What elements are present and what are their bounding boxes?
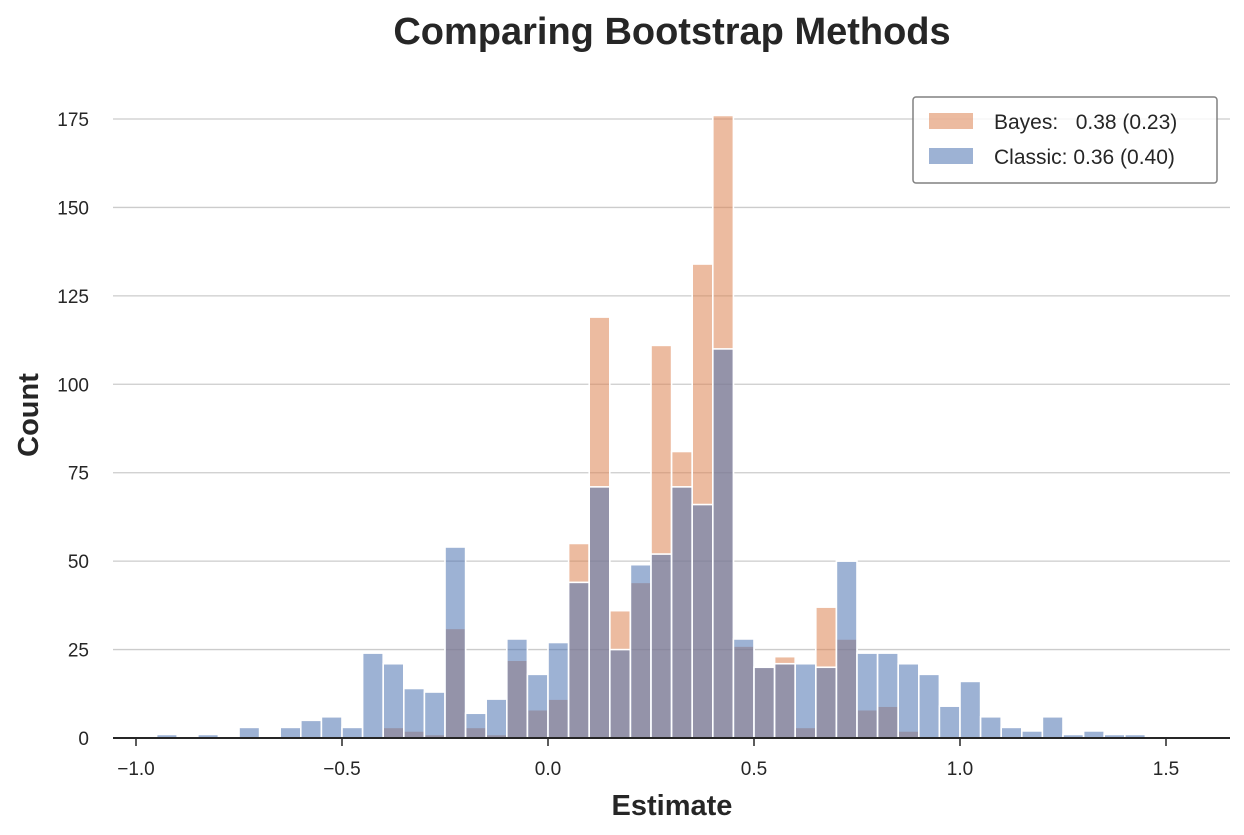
- bar-classic: [670, 486, 693, 739]
- bar-classic: [1020, 730, 1044, 739]
- bar-classic: [588, 486, 611, 739]
- x-tick-label: 0.5: [741, 759, 767, 780]
- bar-classic: [711, 348, 735, 739]
- bar-classic: [361, 652, 385, 739]
- legend: Bayes: 0.38 (0.23) Classic: 0.36 (0.40): [912, 96, 1218, 184]
- x-tick-label: 0.0: [535, 759, 561, 780]
- bar-classic: [1082, 730, 1105, 739]
- bar-classic: [402, 687, 426, 739]
- bar-classic: [341, 726, 364, 739]
- y-tick-label: 0: [78, 729, 89, 750]
- chart-title: Comparing Bootstrap Methods: [393, 11, 950, 53]
- bar-classic: [629, 563, 652, 739]
- x-tick-label: 1.5: [1153, 759, 1179, 780]
- bar-classic: [320, 715, 343, 739]
- bar-classic: [464, 712, 488, 739]
- bar-classic: [1041, 715, 1064, 739]
- bar-classic: [299, 719, 323, 739]
- legend-frame: [912, 96, 1218, 184]
- legend-label-classic: Classic: 0.36 (0.40): [994, 146, 1175, 169]
- x-tick-label: −0.5: [323, 759, 361, 780]
- y-tick-label: 150: [57, 198, 89, 219]
- bar-classic: [238, 726, 261, 739]
- y-axis-ticks: 0 25 50 75 100 125 150 175: [57, 110, 89, 750]
- y-tick-label: 25: [68, 641, 89, 662]
- bar-classic: [814, 666, 838, 739]
- bar-classic: [897, 662, 920, 739]
- y-tick-label: 75: [68, 464, 89, 485]
- x-tick-label: 1.0: [947, 759, 973, 780]
- bar-classic: [423, 691, 446, 739]
- bar-classic: [526, 673, 549, 739]
- bar-classic: [917, 673, 941, 739]
- legend-swatch-bayes: [929, 113, 973, 129]
- bar-classic: [856, 652, 879, 739]
- bar-classic: [876, 652, 899, 739]
- bar-classic: [505, 638, 529, 739]
- bar-classic: [444, 546, 467, 739]
- bar-classic: [382, 662, 405, 739]
- bar-classic: [959, 680, 982, 739]
- bar-classic: [835, 560, 858, 739]
- bar-classic: [732, 638, 755, 739]
- legend-swatch-classic: [929, 148, 973, 164]
- bar-classic: [753, 666, 776, 739]
- bar-classic: [794, 662, 817, 739]
- histogram-bars: [155, 114, 1147, 739]
- y-tick-label: 125: [57, 287, 89, 308]
- y-axis-label: Count: [13, 373, 45, 457]
- x-axis-ticks: −1.0 −0.5 0.0 0.5 1.0 1.5: [117, 738, 1179, 780]
- x-axis-label: Estimate: [612, 790, 733, 822]
- y-tick-label: 100: [57, 375, 89, 396]
- bar-classic: [938, 705, 961, 739]
- legend-label-bayes: Bayes: 0.38 (0.23): [994, 111, 1177, 134]
- bar-classic: [279, 726, 302, 739]
- bar-classic: [547, 641, 570, 739]
- bar-classic: [608, 648, 632, 739]
- x-tick-label: −1.0: [117, 759, 155, 780]
- bar-classic: [979, 715, 1002, 739]
- bar-classic: [691, 503, 714, 739]
- bar-classic: [1000, 726, 1023, 739]
- bar-classic: [773, 662, 796, 739]
- y-tick-label: 175: [57, 110, 89, 131]
- bar-classic: [485, 698, 508, 739]
- bar-classic: [567, 581, 590, 739]
- bar-classic: [650, 553, 673, 739]
- y-tick-label: 50: [68, 552, 89, 573]
